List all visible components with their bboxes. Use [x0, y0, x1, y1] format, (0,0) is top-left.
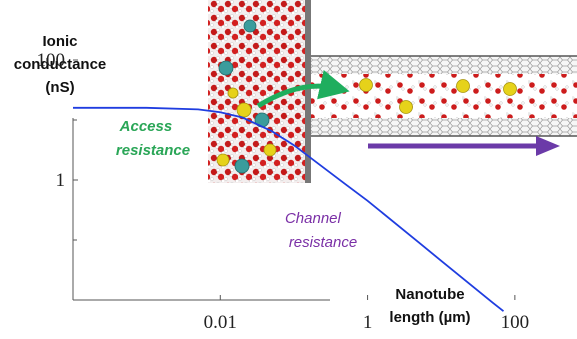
ion-icon [218, 60, 234, 76]
y-axis-label-line-2: conductance [13, 56, 107, 73]
channel-water-icon [311, 74, 577, 118]
x-axis-label: Nanotube length (µm) [370, 283, 490, 329]
x-tick-label: 1 [363, 312, 373, 333]
membrane-wall-icon [305, 0, 311, 183]
ion-icon [243, 19, 257, 33]
access-resistance-annotation: Access resistance [116, 118, 190, 159]
y-axis-label: Ionic conductance (nS) [0, 30, 120, 99]
x-axis-label-line-2: length (µm) [389, 309, 471, 326]
nanotube-wall-bottom-icon [311, 118, 577, 136]
x-ticks: 0.01 1 100 [204, 295, 529, 333]
channel-resistance-annotation: Channel resistance [285, 210, 357, 251]
y-axis-label-line-3: (nS) [45, 79, 75, 96]
ion-icon [263, 143, 277, 157]
conductance-curve [73, 106, 505, 312]
access-flow-arrow-icon [256, 70, 350, 109]
x-tick-label: 100 [501, 312, 530, 333]
access-annotation-line-1: Access [119, 118, 173, 135]
ion-icon [359, 78, 373, 92]
access-annotation-line-2: resistance [116, 142, 190, 159]
y-tick-label: 100 [37, 50, 66, 71]
ion-icon [399, 100, 413, 114]
nanotube-wall-top-icon [311, 56, 577, 74]
ion-icon [503, 82, 517, 96]
nanotube-simulation-snapshot-icon [208, 0, 577, 183]
channel-annotation-line-2: resistance [289, 234, 357, 251]
ion-icon [234, 158, 250, 174]
x-tick-label: 0.01 [204, 312, 237, 333]
ion-icon [456, 79, 470, 93]
x-axis-label-line-1: Nanotube [395, 286, 465, 303]
channel-flow-arrow-head-icon [536, 136, 560, 156]
ion-icon [216, 153, 230, 167]
y-axis-label-line-1: Ionic [42, 33, 78, 50]
ion-icon [236, 102, 252, 118]
y-ticks: 1 100 [37, 50, 78, 241]
y-tick-label: 1 [56, 170, 66, 191]
channel-annotation-line-1: Channel [285, 210, 342, 227]
ion-icon [227, 87, 239, 99]
